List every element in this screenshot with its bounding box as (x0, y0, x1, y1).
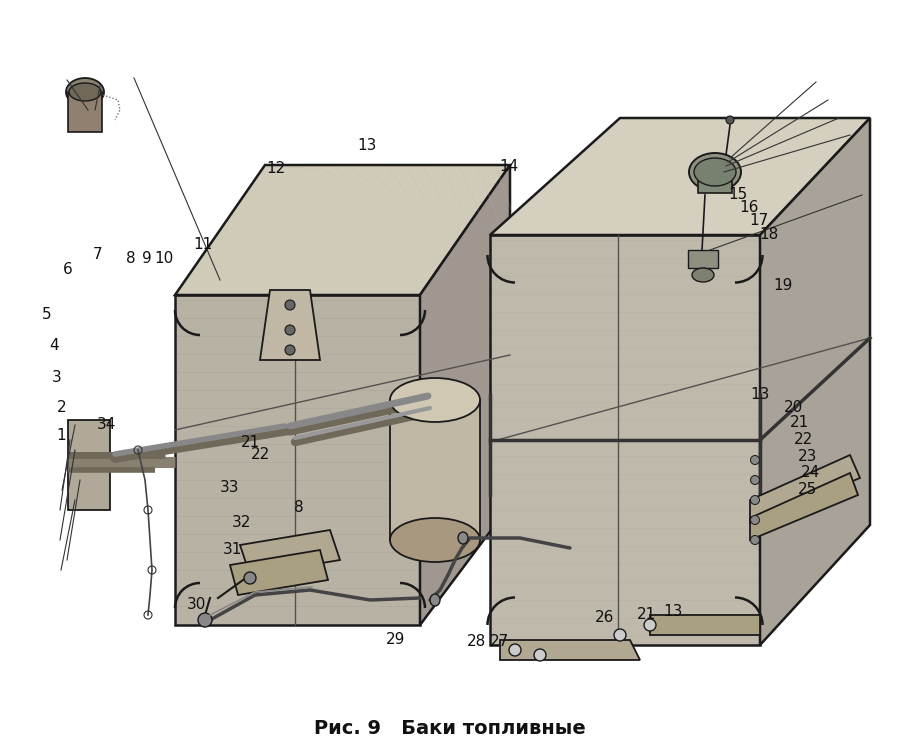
Text: 22: 22 (251, 447, 271, 462)
Text: 32: 32 (231, 515, 251, 530)
Ellipse shape (285, 300, 295, 310)
Ellipse shape (692, 268, 714, 282)
FancyBboxPatch shape (688, 250, 718, 268)
Ellipse shape (390, 378, 480, 422)
Text: 28: 28 (467, 634, 487, 649)
Text: 19: 19 (773, 278, 793, 293)
Polygon shape (240, 530, 340, 575)
FancyBboxPatch shape (68, 92, 102, 132)
Polygon shape (750, 473, 858, 540)
Text: 11: 11 (193, 237, 212, 252)
Text: 18: 18 (759, 227, 778, 242)
Text: 25: 25 (797, 482, 817, 497)
Text: 21: 21 (240, 435, 260, 450)
Ellipse shape (751, 495, 760, 504)
Text: 7: 7 (93, 247, 102, 262)
Text: 22: 22 (794, 432, 814, 447)
Ellipse shape (614, 629, 626, 641)
FancyBboxPatch shape (698, 165, 732, 193)
Text: 31: 31 (222, 542, 242, 557)
Polygon shape (490, 235, 760, 645)
Text: 16: 16 (739, 200, 759, 215)
Text: 5: 5 (42, 307, 51, 322)
Ellipse shape (509, 644, 521, 656)
Text: 4: 4 (50, 338, 58, 353)
Text: 30: 30 (186, 597, 206, 612)
Ellipse shape (694, 158, 736, 186)
Polygon shape (68, 420, 110, 510)
Text: 8: 8 (126, 251, 135, 266)
Polygon shape (175, 295, 420, 625)
Text: 21: 21 (789, 415, 809, 430)
Text: 13: 13 (663, 604, 683, 619)
Ellipse shape (751, 456, 760, 465)
Ellipse shape (458, 532, 468, 544)
Ellipse shape (66, 78, 104, 106)
Text: 6: 6 (63, 262, 72, 277)
Text: 15: 15 (728, 187, 748, 202)
Polygon shape (500, 640, 640, 660)
Ellipse shape (751, 515, 760, 524)
Text: 33: 33 (220, 480, 239, 495)
Text: 34: 34 (96, 417, 116, 432)
Polygon shape (750, 455, 860, 523)
Ellipse shape (726, 116, 734, 124)
Ellipse shape (285, 345, 295, 355)
Text: 26: 26 (595, 610, 615, 625)
Polygon shape (175, 165, 510, 295)
Text: 13: 13 (751, 387, 770, 402)
Text: 24: 24 (800, 465, 820, 480)
Text: 9: 9 (142, 251, 151, 266)
Ellipse shape (751, 536, 760, 545)
Polygon shape (230, 550, 328, 595)
Text: 1: 1 (57, 428, 66, 443)
Polygon shape (260, 290, 320, 360)
Text: 27: 27 (490, 634, 509, 649)
Polygon shape (650, 615, 760, 635)
Text: 20: 20 (784, 400, 804, 415)
Ellipse shape (198, 613, 212, 627)
Ellipse shape (644, 619, 656, 631)
Text: 14: 14 (499, 159, 518, 174)
Text: 17: 17 (749, 213, 769, 228)
Text: 3: 3 (52, 370, 61, 385)
Ellipse shape (69, 83, 101, 101)
Text: 23: 23 (797, 449, 817, 464)
Text: 29: 29 (386, 632, 406, 647)
Ellipse shape (390, 518, 480, 562)
Ellipse shape (534, 649, 546, 661)
Text: 21: 21 (636, 607, 656, 622)
Text: 13: 13 (357, 138, 377, 153)
Ellipse shape (751, 476, 760, 485)
Ellipse shape (430, 594, 440, 606)
Text: 8: 8 (294, 500, 303, 515)
Text: 12: 12 (266, 161, 286, 176)
Text: 10: 10 (154, 251, 174, 266)
Polygon shape (420, 165, 510, 625)
Text: 2: 2 (57, 400, 66, 415)
Polygon shape (760, 118, 870, 645)
Bar (390, 400, 480, 540)
Text: Рис. 9   Баки топливные: Рис. 9 Баки топливные (314, 719, 586, 738)
Ellipse shape (285, 325, 295, 335)
Ellipse shape (689, 153, 741, 191)
Ellipse shape (244, 572, 256, 584)
Polygon shape (490, 118, 870, 235)
